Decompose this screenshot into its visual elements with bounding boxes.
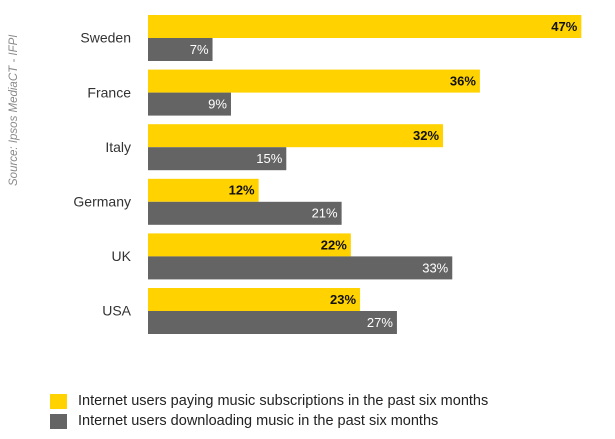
- legend: Internet users paying music subscription…: [50, 391, 488, 431]
- legend-swatch-subscriptions: [50, 393, 67, 409]
- legend-item-subscriptions: Internet users paying music subscription…: [50, 391, 488, 411]
- bar-downloads-italy: [148, 147, 287, 171]
- value-label-subscriptions-uk: 22%: [321, 237, 347, 252]
- value-label-subscriptions-germany: 12%: [229, 183, 255, 198]
- bar-subscriptions-italy: [148, 124, 444, 148]
- bar-downloads-uk: [148, 256, 453, 280]
- legend-item-downloads: Internet users downloading music in the …: [50, 411, 488, 431]
- bar-subscriptions-uk: [148, 233, 351, 257]
- bar-downloads-usa: [148, 311, 397, 334]
- bar-subscriptions-usa: [148, 288, 361, 311]
- bar-chart: Sweden 47% 7% France 36% 9% Italy 32% 15% Germany…: [73, 15, 582, 334]
- value-label-downloads-usa: 27%: [367, 315, 393, 330]
- value-label-subscriptions-italy: 32%: [413, 128, 439, 143]
- category-label-usa: USA: [102, 303, 131, 319]
- value-label-downloads-italy: 15%: [256, 151, 282, 166]
- legend-swatch-downloads: [50, 413, 67, 429]
- category-label-italy: Italy: [105, 139, 131, 155]
- value-label-downloads-uk: 33%: [422, 260, 448, 275]
- bar-downloads-france: [148, 92, 231, 116]
- value-label-subscriptions-france: 36%: [450, 74, 476, 89]
- legend-label-downloads: Internet users downloading music in the …: [78, 413, 439, 429]
- category-label-germany: Germany: [73, 194, 131, 210]
- bar-downloads-sweden: [148, 38, 213, 61]
- value-label-downloads-germany: 21%: [312, 206, 338, 221]
- category-label-sweden: Sweden: [80, 30, 131, 46]
- category-label-france: France: [87, 84, 131, 100]
- value-label-downloads-france: 9%: [208, 97, 227, 112]
- legend-label-subscriptions: Internet users paying music subscription…: [78, 393, 489, 409]
- bar-subscriptions-france: [148, 69, 480, 93]
- value-label-downloads-sweden: 7%: [190, 42, 209, 57]
- value-label-subscriptions-usa: 23%: [330, 292, 356, 307]
- category-label-uk: UK: [112, 248, 132, 264]
- bar-subscriptions-sweden: [148, 15, 582, 38]
- value-label-subscriptions-sweden: 47%: [551, 19, 577, 34]
- bar-subscriptions-germany: [148, 178, 259, 202]
- bar-downloads-germany: [148, 201, 342, 225]
